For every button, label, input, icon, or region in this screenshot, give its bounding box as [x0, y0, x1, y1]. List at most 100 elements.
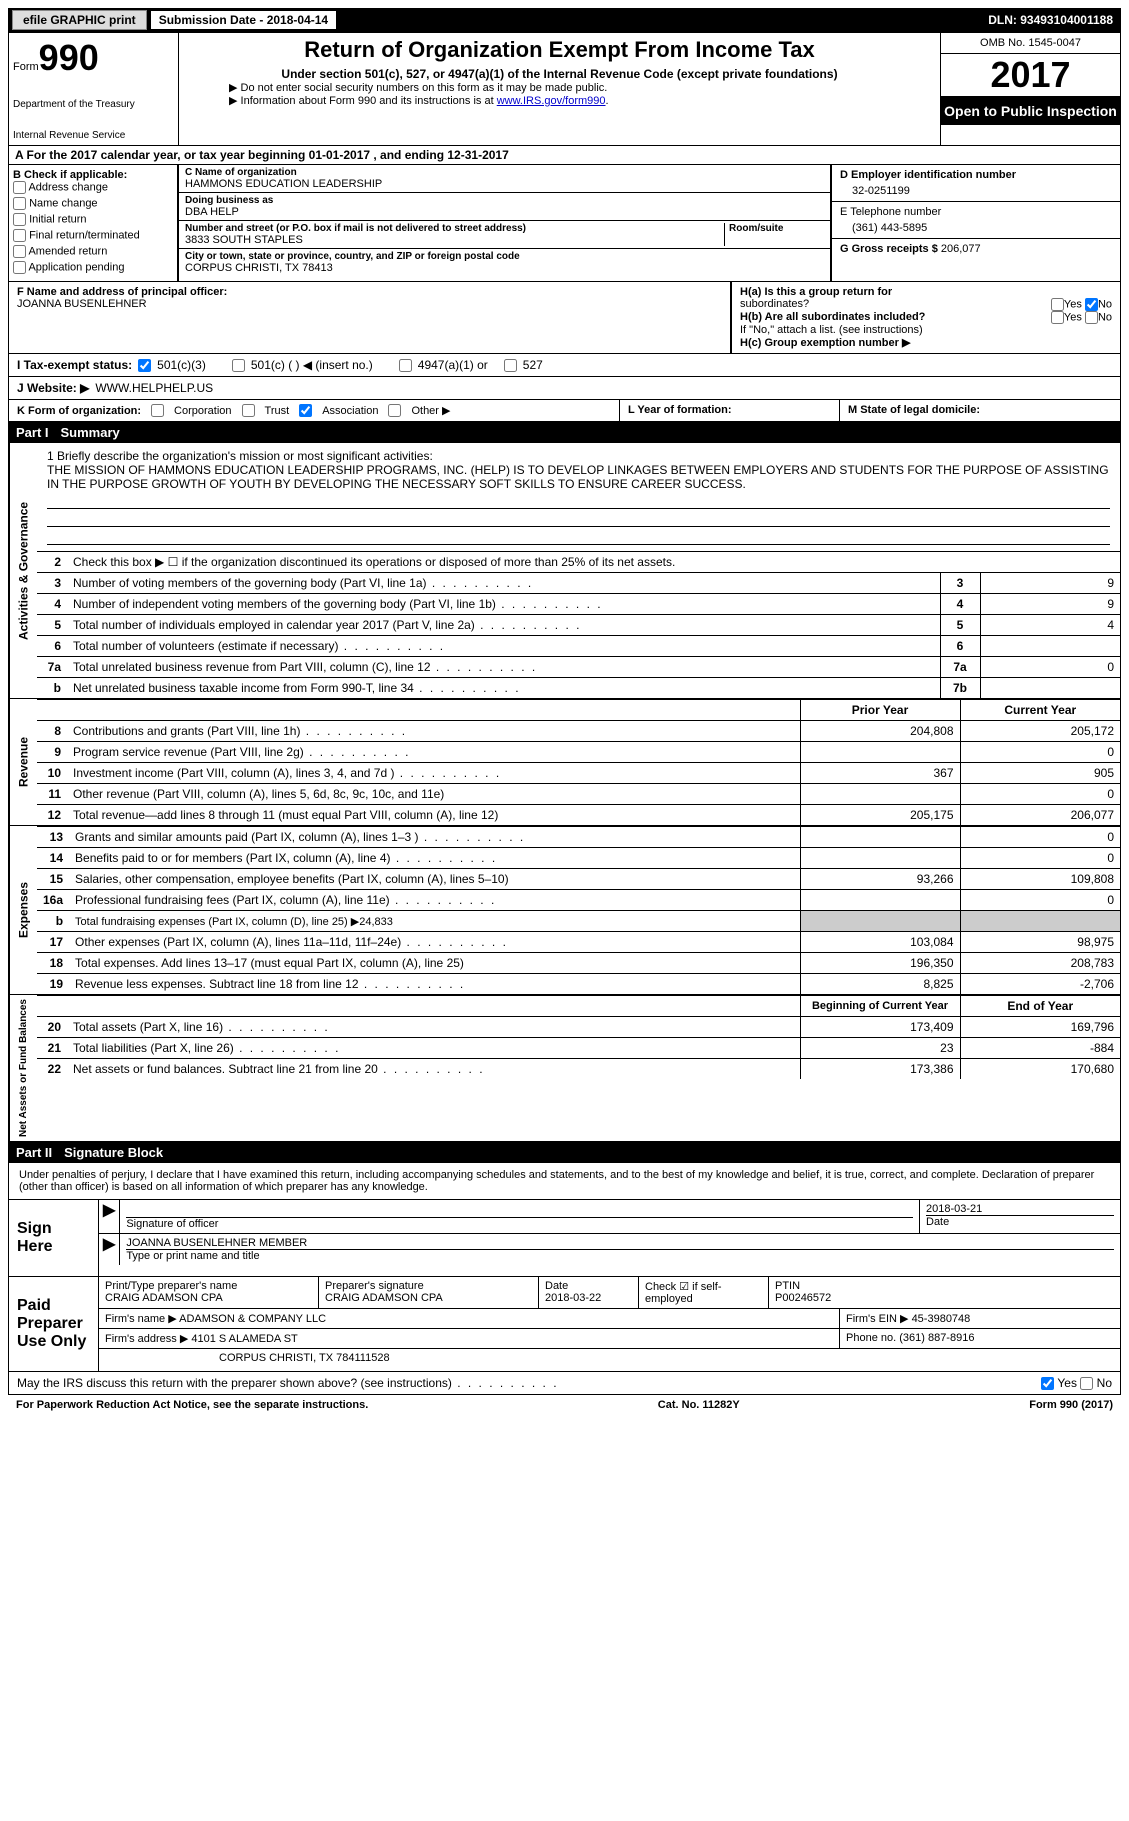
form-title: Return of Organization Exempt From Incom…: [189, 37, 930, 63]
prep-date-label: Date: [545, 1280, 632, 1292]
firm-label: Firm's name ▶: [105, 1313, 177, 1325]
form-header: Form990 Department of the Treasury Inter…: [8, 32, 1121, 146]
cb-amended[interactable]: [13, 245, 26, 258]
officer-label: F Name and address of principal officer:: [17, 286, 722, 298]
prep-name: CRAIG ADAMSON CPA: [105, 1292, 312, 1304]
arrow-icon: ▶: [99, 1234, 120, 1265]
part1-num: Part I: [16, 425, 49, 440]
open-inspection: Open to Public Inspection: [941, 97, 1120, 125]
section-b-label: B Check if applicable:: [13, 169, 173, 181]
dba: DBA HELP: [185, 206, 824, 218]
cb-501c[interactable]: [232, 359, 245, 372]
gross-label: G Gross receipts $: [840, 243, 938, 255]
rev-table: Prior YearCurrent Year 8Contributions an…: [37, 699, 1120, 825]
bottom-line: For Paperwork Reduction Act Notice, see …: [8, 1395, 1121, 1415]
cb-initial-return[interactable]: [13, 213, 26, 226]
paperwork-notice: For Paperwork Reduction Act Notice, see …: [16, 1399, 368, 1411]
website-url: WWW.HELPHELP.US: [95, 381, 213, 395]
dba-label: Doing business as: [185, 195, 824, 206]
paid-preparer-block: Paid Preparer Use Only Print/Type prepar…: [8, 1277, 1121, 1372]
cat-no: Cat. No. 11282Y: [658, 1399, 740, 1411]
cb-address-change[interactable]: [13, 181, 26, 194]
sig-date-label: Date: [926, 1215, 1114, 1228]
dln: DLN: 93493104001188: [988, 13, 1121, 27]
phone: (361) 443-5895: [840, 218, 1112, 234]
form-prefix: Form: [13, 61, 39, 73]
gov-section: Activities & Governance 1 Briefly descri…: [8, 443, 1121, 699]
sign-here: Sign Here: [9, 1200, 99, 1276]
form-subtitle: Under section 501(c), 527, or 4947(a)(1)…: [189, 67, 930, 81]
net-side: Net Assets or Fund Balances: [9, 995, 37, 1141]
line2: Check this box ▶ ☐ if the organization d…: [67, 552, 1120, 573]
form-number: 990: [39, 37, 99, 78]
officer-typed-name: JOANNA BUSENLEHNER MEMBER: [126, 1237, 1114, 1249]
dept-treasury: Department of the Treasury: [13, 99, 174, 110]
cb-app-pending[interactable]: [13, 261, 26, 274]
paid-prep-side: Paid Preparer Use Only: [9, 1277, 99, 1371]
hb-yes[interactable]: [1051, 311, 1064, 324]
cb-other[interactable]: [388, 404, 401, 417]
ssn-note: ▶ Do not enter social security numbers o…: [189, 81, 930, 94]
mission-label: 1 Briefly describe the organization's mi…: [47, 449, 1110, 463]
ha-no[interactable]: [1085, 298, 1098, 311]
net-table: Beginning of Current YearEnd of Year 20T…: [37, 995, 1120, 1079]
room-label: Room/suite: [729, 223, 824, 234]
firm-addr-label: Firm's address ▶: [105, 1333, 188, 1345]
discuss-no[interactable]: [1080, 1377, 1093, 1390]
hb-no[interactable]: [1085, 311, 1098, 324]
website-row: J Website: ▶ WWW.HELPHELP.US: [8, 377, 1121, 400]
officer-row: F Name and address of principal officer:…: [8, 282, 1121, 354]
tax-status-row: I Tax-exempt status: 501(c)(3) 501(c) ( …: [8, 354, 1121, 377]
form-ref: Form 990 (2017): [1029, 1399, 1113, 1411]
cb-trust[interactable]: [242, 404, 255, 417]
ha-label: H(a) Is this a group return for: [740, 286, 892, 298]
cb-final-return[interactable]: [13, 229, 26, 242]
part2-num: Part II: [16, 1145, 52, 1160]
cb-501c3[interactable]: [138, 359, 151, 372]
state-domicile: M State of legal domicile:: [848, 404, 980, 416]
phone-label: E Telephone number: [840, 206, 1112, 218]
sig-date: 2018-03-21: [926, 1203, 1114, 1215]
arrow-icon: ▶: [99, 1200, 120, 1233]
part2-title: Signature Block: [64, 1145, 163, 1160]
typed-name-label: Type or print name and title: [126, 1249, 1114, 1262]
part2-header: Part II Signature Block: [8, 1142, 1121, 1163]
top-bar: efile GRAPHIC print Submission Date - 20…: [8, 8, 1121, 32]
discuss-yes[interactable]: [1041, 1377, 1054, 1390]
cb-corp[interactable]: [151, 404, 164, 417]
cb-assoc[interactable]: [299, 404, 312, 417]
prep-phone: (361) 887-8916: [899, 1332, 974, 1344]
hb-note: If "No," attach a list. (see instruction…: [740, 324, 1112, 336]
irs-link[interactable]: www.IRS.gov/form990: [497, 95, 606, 107]
firm-addr2: CORPUS CHRISTI, TX 784111528: [99, 1349, 1120, 1367]
ha-yes[interactable]: [1051, 298, 1064, 311]
ein: 32-0251199: [840, 181, 1112, 197]
addr-label: Number and street (or P.O. box if mail i…: [185, 223, 724, 234]
gov-side: Activities & Governance: [9, 443, 37, 698]
exp-table: 13Grants and similar amounts paid (Part …: [37, 826, 1120, 994]
efile-button[interactable]: efile GRAPHIC print: [12, 10, 147, 30]
officer-name: JOANNA BUSENLEHNER: [17, 298, 722, 310]
firm-addr1: 4101 S ALAMEDA ST: [191, 1333, 297, 1345]
cb-4947[interactable]: [399, 359, 412, 372]
cb-527[interactable]: [504, 359, 517, 372]
prep-sig: CRAIG ADAMSON CPA: [325, 1292, 532, 1304]
prep-sig-label: Preparer's signature: [325, 1280, 532, 1292]
firm-name: ADAMSON & COMPANY LLC: [179, 1313, 326, 1325]
gov-table: 2Check this box ▶ ☐ if the organization …: [37, 551, 1120, 698]
year-formation: L Year of formation:: [628, 404, 732, 416]
submission-date: Submission Date - 2018-04-14: [151, 11, 336, 29]
section-a: A For the 2017 calendar year, or tax yea…: [8, 146, 1121, 165]
discuss-row: May the IRS discuss this return with the…: [8, 1372, 1121, 1395]
omb-number: OMB No. 1545-0047: [941, 33, 1120, 54]
exp-section: Expenses 13Grants and similar amounts pa…: [8, 826, 1121, 995]
cb-name-change[interactable]: [13, 197, 26, 210]
website-label: J Website: ▶: [17, 381, 89, 395]
prep-date: 2018-03-22: [545, 1292, 632, 1304]
sig-officer-label: Signature of officer: [126, 1217, 913, 1230]
prep-phone-label: Phone no.: [846, 1332, 896, 1344]
prep-check-label: Check ☑ if self-employed: [639, 1277, 769, 1308]
irs: Internal Revenue Service: [13, 130, 174, 141]
rev-side: Revenue: [9, 699, 37, 825]
firm-ein-label: Firm's EIN ▶: [846, 1313, 909, 1325]
